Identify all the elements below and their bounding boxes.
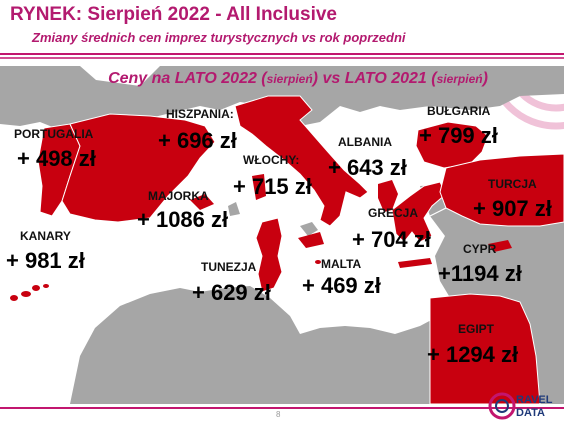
label-cypr-name: CYPR: [463, 242, 497, 256]
logo-text-top: RAVEL: [516, 394, 553, 406]
region-sycylia: [298, 232, 324, 248]
label-majorka-name: MAJORKA: [148, 189, 209, 203]
region-hiszpania: [61, 113, 216, 223]
region-grecja: [391, 181, 447, 243]
header: RYNEK: Sierpień 2022 - All Inclusive Zmi…: [0, 0, 564, 66]
label-turcja-price: + 907 zł: [473, 196, 552, 221]
label-kanary-name: KANARY: [20, 229, 71, 243]
label-portugalia-price: + 498 zł: [17, 146, 96, 171]
region-majorka: [190, 194, 214, 210]
label-wlochy-price: + 715 zł: [233, 174, 312, 199]
label-kanary-price: + 981 zł: [6, 248, 85, 273]
label-portugalia-name: PORTUGALIA: [14, 127, 94, 141]
label-hiszpania-price: + 696 zł: [158, 128, 237, 153]
label-turcja-name: TURCJA: [488, 177, 537, 191]
label-wlochy-name: WŁOCHY:: [243, 153, 300, 167]
chart-banner: Ceny na LATO 2022 (sierpień) vs LATO 202…: [98, 70, 498, 88]
borders: [413, 109, 447, 217]
label-bulgaria-name: BUŁGARIA: [427, 104, 491, 118]
label-malta-name: MALTA: [321, 257, 362, 271]
banner-paren-1: sierpień: [266, 72, 313, 86]
region-wlochy: [234, 95, 369, 227]
label-albania-name: ALBANIA: [338, 135, 392, 149]
region-kanary: [10, 284, 49, 301]
banner-text-1: Ceny na LATO 2022 (: [108, 70, 267, 87]
banner-text-3: ): [482, 70, 488, 87]
footer-divider: [0, 407, 564, 409]
region-sardynia: [252, 174, 266, 200]
page-number: 8: [276, 410, 281, 419]
region-cypr: [488, 240, 512, 252]
banner-paren-2: sierpień: [436, 72, 483, 86]
region-turcja: [439, 153, 564, 227]
page-title: RYNEK: Sierpień 2022 - All Inclusive: [10, 4, 337, 25]
region-albania: [378, 180, 398, 212]
travel-data-logo: RAVEL DATA: [488, 392, 553, 420]
header-divider: [0, 53, 564, 55]
label-bulgaria-price: + 799 zł: [419, 123, 498, 148]
region-bulgaria: [415, 121, 489, 169]
header-divider-2: [0, 57, 564, 59]
label-egipt-price: + 1294 zł: [427, 342, 519, 367]
land-north-africa: [70, 286, 450, 404]
label-malta-price: + 469 zł: [302, 273, 381, 298]
region-egipt: [429, 293, 541, 404]
label-grecja-name: GRECJA: [368, 206, 419, 220]
region-tunezja: [255, 217, 283, 293]
page-subtitle: Zmiany średnich cen imprez turystycznych…: [32, 30, 406, 45]
label-tunezja-name: TUNEZJA: [201, 260, 257, 274]
region-kreta: [398, 258, 432, 268]
label-tunezja-price: + 629 zł: [192, 280, 271, 305]
banner-text-2: ) vs LATO 2021 (: [312, 70, 437, 87]
map: [0, 66, 564, 404]
region-malta: [315, 260, 321, 264]
label-hiszpania-name: HISZPANIA:: [166, 107, 234, 121]
label-egipt-name: EGIPT: [458, 322, 495, 336]
label-cypr-price: +1194 zł: [438, 261, 522, 286]
logo-text-bottom: DATA: [516, 407, 545, 419]
label-majorka-price: + 1086 zł: [137, 207, 229, 232]
label-grecja-price: + 704 zł: [352, 227, 431, 252]
land-islands: [228, 202, 318, 236]
label-albania-price: + 643 zł: [328, 155, 407, 180]
